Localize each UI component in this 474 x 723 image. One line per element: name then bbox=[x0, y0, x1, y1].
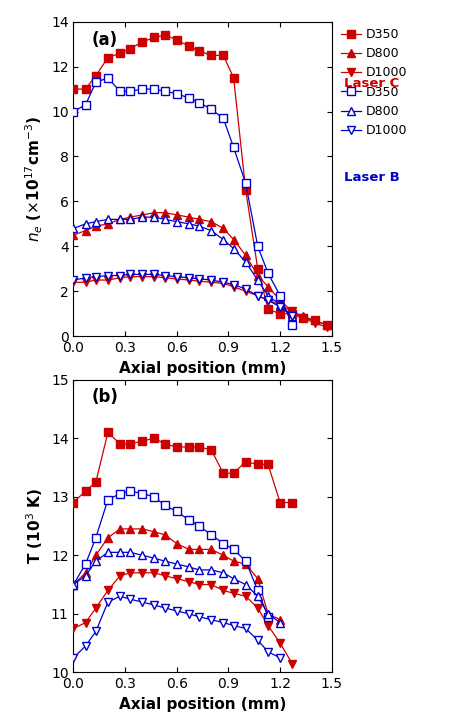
Y-axis label: $n_e$ ($\times$10$^{17}$cm$^{-3}$): $n_e$ ($\times$10$^{17}$cm$^{-3}$) bbox=[24, 116, 46, 242]
Text: Laser C: Laser C bbox=[344, 77, 399, 90]
Y-axis label: T (10$^3$ K): T (10$^3$ K) bbox=[25, 488, 46, 564]
Legend: D350, D800, D1000, D350, D800, D1000: D350, D800, D1000, D350, D800, D1000 bbox=[341, 28, 407, 137]
Text: (a): (a) bbox=[91, 31, 118, 49]
Text: (b): (b) bbox=[91, 388, 118, 406]
Text: Laser B: Laser B bbox=[344, 171, 400, 184]
X-axis label: Axial position (mm): Axial position (mm) bbox=[119, 361, 286, 376]
X-axis label: Axial position (mm): Axial position (mm) bbox=[119, 697, 286, 712]
